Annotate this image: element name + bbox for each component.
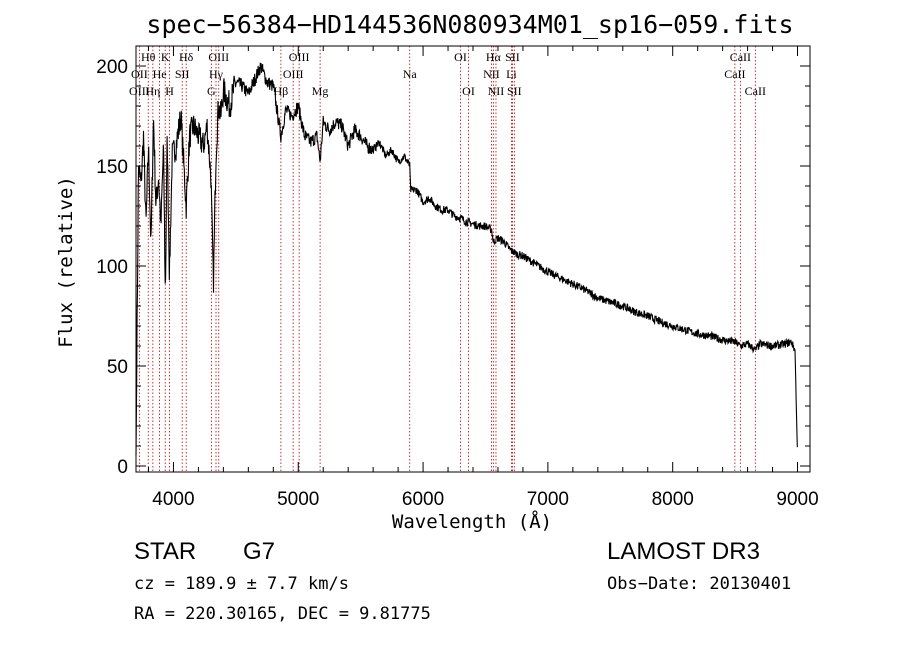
spectral-line-label: CaII: [730, 50, 751, 64]
y-tick-label: 0: [117, 457, 128, 478]
spectral-line-label: NII: [483, 67, 500, 81]
spectral-line-label: SII: [507, 84, 522, 98]
spectral-line-label: OIII: [129, 84, 150, 98]
spectrum-line: [135, 62, 798, 457]
spectral-line-label: SII: [505, 50, 520, 64]
chart-title: spec−56384−HD144536N080934M01_sp16−059.f…: [146, 10, 793, 39]
spectral-line-label: OII: [131, 67, 148, 81]
spectral-line-label: Hβ: [274, 84, 289, 98]
y-tick-label: 150: [96, 157, 128, 178]
spectral-line-label: OIII: [208, 50, 229, 64]
spectral-line-label: Hθ: [141, 50, 156, 64]
x-axis-label: Wavelength (Å): [392, 510, 552, 533]
spectral-line-label: Li: [506, 67, 517, 81]
object-subclass: G7: [243, 538, 275, 565]
spectral-line-label: Hα: [486, 50, 502, 64]
spectral-line-label: He: [153, 67, 167, 81]
redshift-velocity: cz = 189.9 ± 7.7 km/s: [134, 574, 349, 594]
spectral-line-label: CaII: [745, 84, 766, 98]
x-tick-label: 6000: [402, 489, 444, 510]
spectral-line-label: H: [165, 84, 174, 98]
spectral-line-label: Na: [403, 67, 418, 81]
x-axis-ticks: 4000 5000 6000 7000 8000 9000: [147, 46, 819, 510]
x-tick-label: 9000: [776, 489, 818, 510]
spectral-line-label: Hη: [145, 84, 160, 98]
spectral-line-label: Hγ: [209, 67, 224, 81]
spectral-line-label: Hδ: [179, 50, 194, 64]
y-tick-label: 50: [107, 357, 128, 378]
spectral-line-label: OI: [454, 50, 467, 64]
y-axis-ticks: 0 50 100 150 200: [96, 57, 810, 478]
spectral-line-label: NII: [488, 84, 505, 98]
spectral-line-label: OI: [462, 84, 475, 98]
coordinates: RA = 220.30165, DEC = 9.81775: [134, 604, 431, 624]
observation-date: Obs−Date: 20130401: [607, 574, 791, 594]
spectral-lines: [138, 46, 756, 472]
spectral-line-label: SII: [175, 67, 190, 81]
plot-frame: [135, 45, 811, 473]
x-tick-label: 7000: [527, 489, 569, 510]
x-tick-label: 5000: [277, 489, 319, 510]
y-tick-label: 100: [96, 257, 128, 278]
object-class: STAR: [134, 538, 196, 565]
x-tick-label: 8000: [652, 489, 694, 510]
spectral-line-label: OIII: [283, 67, 304, 81]
x-tick-label: 4000: [152, 489, 194, 510]
y-tick-label: 200: [96, 57, 128, 78]
survey-name: LAMOST DR3: [607, 538, 760, 565]
y-axis-label: Flux (relative): [55, 176, 77, 348]
spectral-line-label: K: [161, 50, 170, 64]
spectral-line-label: Mg: [312, 84, 329, 98]
spectral-line-label: OIII: [289, 50, 310, 64]
spectral-line-label: G: [207, 84, 216, 98]
spectral-line-label: CaII: [724, 67, 745, 81]
